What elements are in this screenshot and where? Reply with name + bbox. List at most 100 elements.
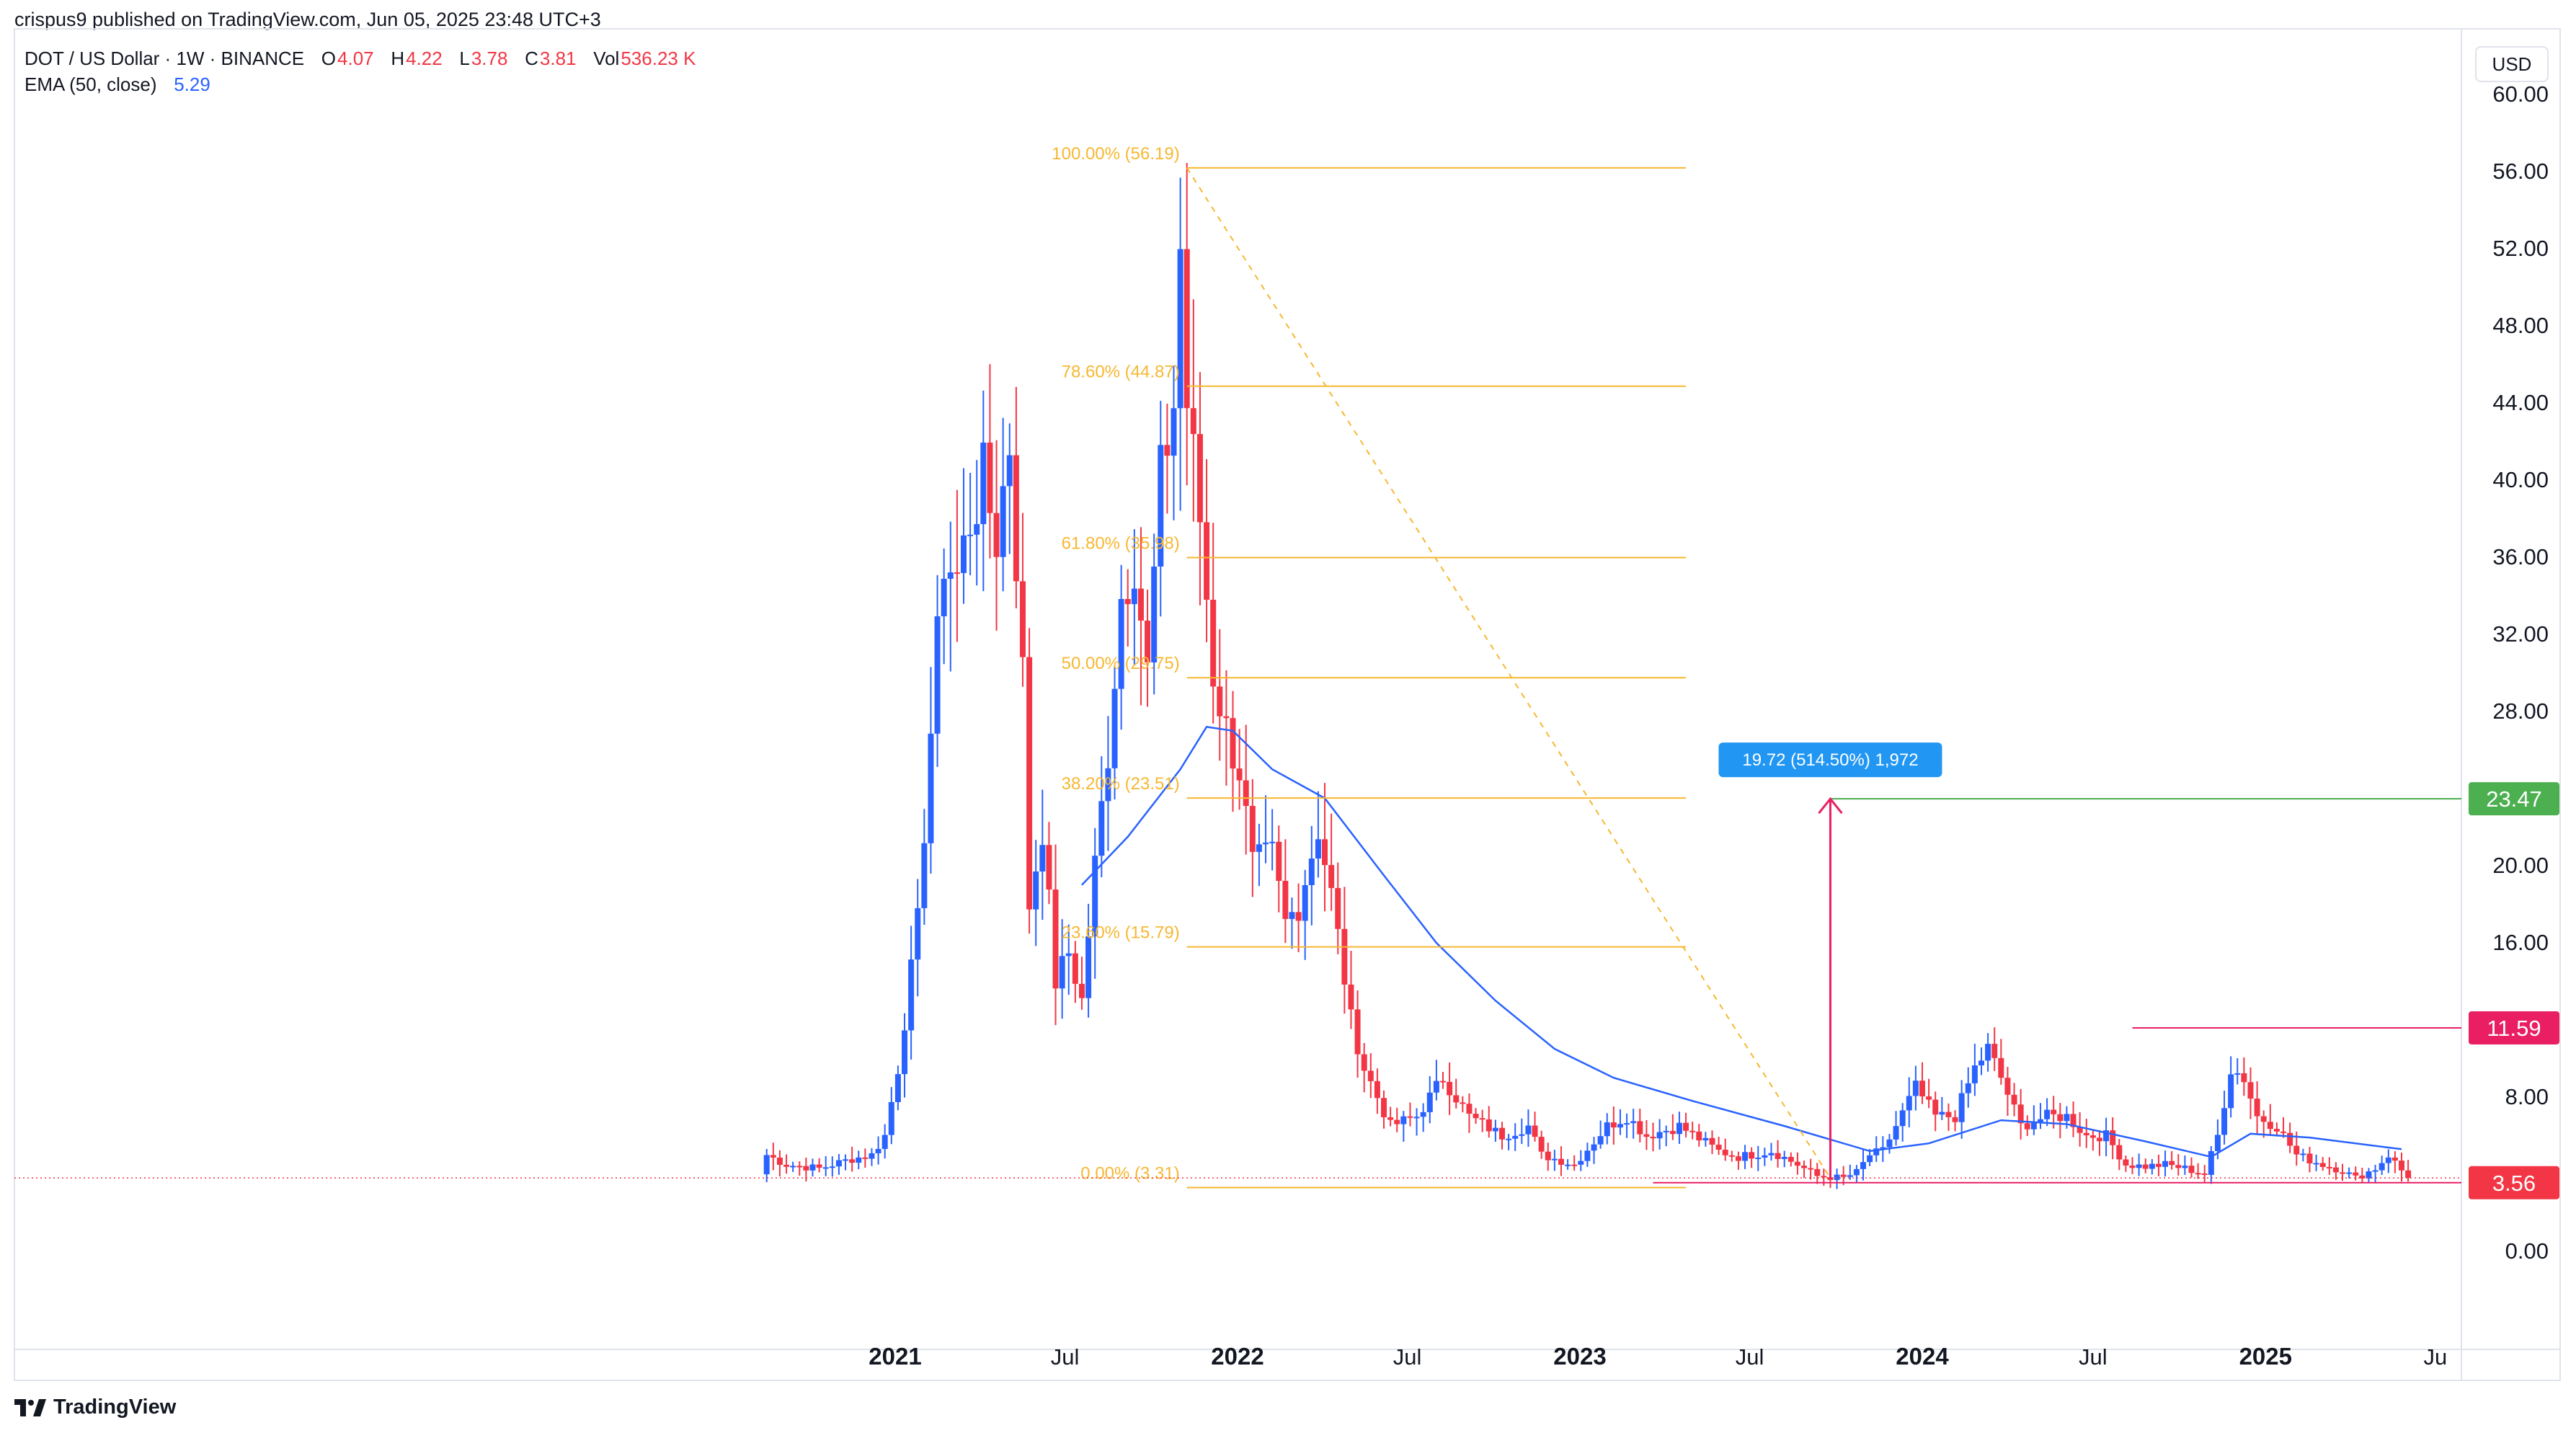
candle-body [1683,1122,1689,1131]
candle-body [1709,1137,1715,1145]
candle-body [1052,889,1059,989]
candle-body [1958,1093,1965,1122]
candle-body [2110,1130,2116,1145]
candle-body [2273,1129,2280,1132]
candle-body [1558,1158,1564,1165]
price-tick-label: 60.00 [2492,81,2549,107]
candle-body [1308,859,1315,885]
open-label: O [321,48,337,69]
candles-group [763,162,2412,1189]
open-value: 4.07 [337,48,374,69]
price-tick-label: 0.00 [2505,1238,2549,1264]
candle-body [1643,1134,1650,1137]
price-tag-box [2469,1166,2559,1199]
candle-body [1735,1156,1741,1161]
candle-body [1991,1044,1998,1058]
candle-body [2280,1131,2287,1133]
candle-body [843,1159,849,1161]
candle-body [2175,1165,2182,1168]
price-tick-label: 20.00 [2492,853,2549,878]
candle-body [1624,1123,1630,1125]
candle-body [974,524,980,535]
candle-body [1236,768,1243,781]
currency-button[interactable]: USD [2475,46,2549,82]
fib-trend-line [1186,167,1831,1179]
price-tick-label: 52.00 [2492,236,2549,261]
candle-body [1026,657,1033,910]
candle-body [1656,1132,1663,1139]
candle-body [2260,1116,2267,1122]
symbol-name: DOT / US Dollar · 1W · BINANCE [25,48,305,69]
candle-body [2332,1167,2339,1173]
tradingview-logo-icon [14,1398,46,1416]
candle-body [1519,1134,1525,1136]
measure-label-box [1718,742,1942,778]
candle-body [2379,1163,2385,1171]
price-tick-label: 8.00 [2505,1084,2549,1109]
time-tick-label: 2022 [1211,1343,1263,1370]
candle-body [1039,845,1046,872]
candle-body [1525,1125,1532,1135]
candle-body [1742,1152,1749,1161]
candle-body [1033,871,1039,910]
candle-body [1328,865,1335,888]
candle-body [881,1135,888,1149]
fib-level-label: 23.60% (15.79) [1062,923,1180,943]
candle-body [1899,1110,1906,1127]
fib-level-label: 38.20% (23.51) [1062,774,1180,794]
candle-body [790,1166,796,1168]
candle-body [2287,1132,2293,1146]
candle-body [2399,1161,2404,1171]
measure-label: 19.72 (514.50%) 1,972 [1742,750,1918,770]
candle-body [2149,1163,2155,1169]
candle-body [1998,1057,2004,1078]
candle-body [1978,1060,1984,1066]
price-tick-label: 40.00 [2492,467,2549,492]
candle-body [1532,1125,1538,1137]
candle-body [1827,1177,1834,1180]
candle-body [1085,936,1092,998]
candle-body [1013,455,1019,582]
candle-body [1137,588,1144,621]
publisher-line: crispus9 published on TradingView.com, J… [14,9,601,30]
price-tag-box [2469,782,2559,816]
candle-body [856,1157,862,1163]
candle-body [2391,1157,2398,1161]
candle-body [1715,1144,1722,1150]
candle-body [928,733,934,843]
time-tick-label: Jul [1736,1344,1764,1370]
candle-body [1151,566,1158,662]
candle-body [1492,1127,1498,1132]
candle-body [1808,1168,1814,1170]
price-tick-label: 56.00 [2492,159,2549,184]
candle-body [1473,1114,1479,1119]
indicator-legend[interactable]: EMA (50, close) 5.29 [25,74,212,96]
candle-body [2359,1175,2366,1179]
indicator-value: 5.29 [174,74,210,95]
candle-body [1722,1149,1728,1155]
candle-body [1111,688,1118,768]
candle-body [1263,842,1269,845]
tradingview-logo-text: TradingView [53,1396,177,1419]
candle-body [2366,1171,2372,1179]
symbol-legend[interactable]: DOT / US Dollar · 1W · BINANCE O4.07 H4.… [25,48,697,70]
candle-body [1650,1137,1656,1139]
candle-body [1164,445,1171,456]
volume-label: Vol [593,48,620,69]
candle-body [2313,1163,2319,1165]
candle-body [993,513,1000,557]
candle-body [1000,486,1006,557]
candle-body [2064,1114,2070,1122]
tradingview-logo[interactable]: TradingView [14,1396,176,1419]
candle-body [1498,1127,1505,1140]
candle-body [770,1155,776,1158]
candle-body [1637,1121,1643,1135]
candle-body [1571,1164,1578,1166]
candle-body [2234,1073,2241,1075]
candle-body [1295,912,1302,921]
candle-body [2057,1114,2064,1122]
price-tag-box [2469,1011,2559,1044]
candle-body [2142,1164,2149,1169]
candle-body [1072,953,1078,984]
